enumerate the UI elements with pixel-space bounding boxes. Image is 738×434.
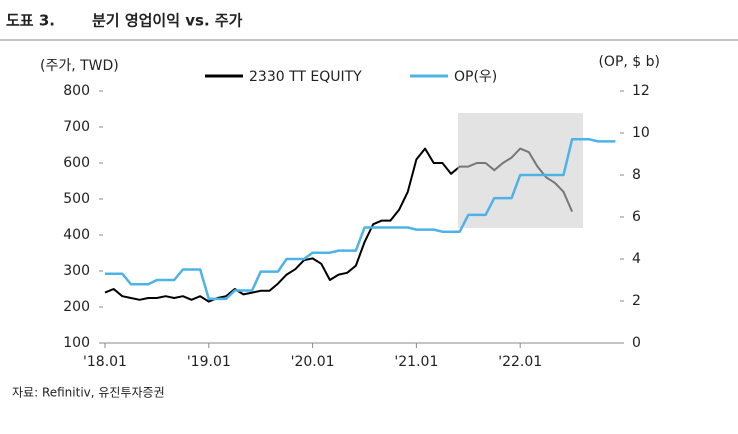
y-tick-label: 200 [63, 299, 90, 315]
legend-label: 2330 TT EQUITY [249, 69, 362, 85]
figure-title: 분기 영업이익 vs. 주가 [92, 12, 243, 30]
y2-tick-label: 2 [632, 293, 641, 309]
figure-label: 도표 3. [6, 12, 55, 30]
y-axis-label: (주가, TWD) [40, 58, 119, 74]
y-tick-label: 400 [63, 227, 90, 243]
y2-tick-label: 4 [632, 251, 641, 267]
y-tick-label: 100 [63, 335, 90, 351]
y2-tick-label: 10 [632, 125, 650, 141]
y2-tick-label: 12 [632, 83, 650, 99]
y-tick-label: 700 [63, 119, 90, 135]
y-tick-label: 500 [63, 191, 90, 207]
y2-tick-label: 0 [632, 335, 641, 351]
x-tick-label: '21.01 [394, 354, 438, 370]
x-tick-label: '20.01 [291, 354, 335, 370]
highlight-box [458, 113, 583, 228]
y2-tick-label: 6 [632, 209, 641, 225]
y-tick-label: 300 [63, 263, 90, 279]
x-tick-label: '18.01 [83, 354, 127, 370]
y-tick-label: 600 [63, 155, 90, 171]
series-line [105, 138, 616, 301]
series-line [104, 147, 574, 303]
y2-tick-label: 8 [632, 167, 641, 183]
y-tick-label: 800 [63, 83, 90, 99]
source: 자료: Refinitiv, 유진투자증권 [12, 386, 165, 400]
legend-label: OP(우) [454, 69, 497, 85]
x-tick-label: '22.01 [498, 354, 542, 370]
x-tick-label: '19.01 [187, 354, 231, 370]
y2-axis-label: (OP, $ b) [598, 54, 660, 70]
